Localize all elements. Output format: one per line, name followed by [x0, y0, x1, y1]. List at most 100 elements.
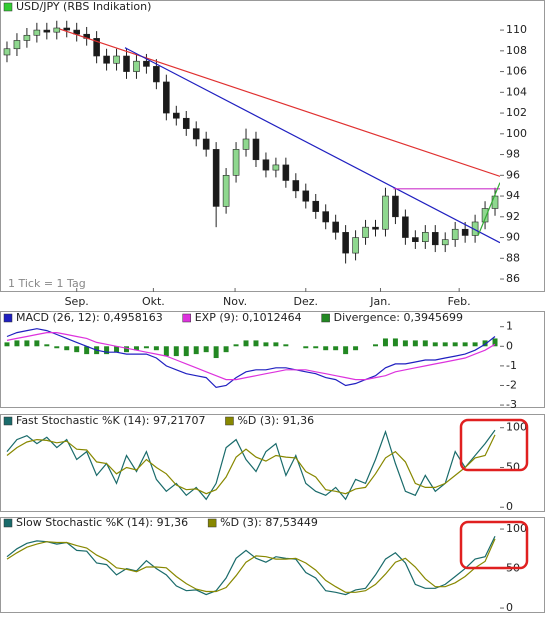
y-tick-label: -2: [506, 378, 517, 391]
y-tick-label: 92: [506, 210, 520, 223]
trend-line: [477, 182, 500, 236]
candle-body: [192, 128, 200, 140]
candle-body: [441, 239, 449, 246]
y-tick-label: 0: [506, 500, 513, 513]
divergence-bar: [24, 340, 30, 347]
candle-body: [382, 195, 389, 230]
legend-swatch: [3, 313, 13, 323]
divergence-bar: [373, 344, 378, 347]
y-tick-label: 100: [506, 421, 527, 434]
x-tick-label: Sep.: [65, 295, 89, 308]
candle-body: [163, 81, 170, 114]
y-tick-label: -3: [506, 398, 517, 411]
candle-body: [123, 55, 130, 72]
divergence-bar: [14, 340, 20, 347]
y-tick-label: 88: [506, 251, 520, 264]
divergence-bar: [84, 346, 90, 355]
divergence-bar: [392, 338, 398, 347]
divergence-bar: [333, 346, 339, 351]
divergence-bar: [44, 344, 50, 347]
y-tick-label: 100: [506, 127, 527, 140]
legend-swatch: [207, 518, 217, 528]
highlight-box: [459, 520, 529, 570]
divergence-bar: [153, 346, 159, 351]
x-tick-label: Jan.: [369, 295, 390, 308]
y-tick-label: 94: [506, 189, 520, 202]
divergence-bar: [203, 346, 209, 353]
legend-label: Divergence: 0,3945699: [334, 311, 463, 324]
y-tick-label: 1: [506, 320, 513, 333]
y-tick-label: 86: [506, 272, 520, 285]
divergence-bar: [243, 340, 249, 347]
price-panel: [0, 0, 545, 292]
divergence-bar: [422, 340, 428, 347]
candle-body: [33, 29, 41, 36]
divergence-bar: [213, 346, 219, 359]
divergence-bar: [382, 338, 388, 347]
divergence-bar: [402, 340, 408, 347]
candle-body: [461, 228, 469, 236]
candle-body: [372, 226, 379, 230]
y-tick-label: 96: [506, 168, 520, 181]
divergence-bar: [223, 346, 229, 353]
candle-body: [103, 55, 110, 64]
candle-body: [133, 60, 140, 72]
highlight-box: [459, 418, 529, 472]
candle-body: [242, 138, 250, 150]
candle-body: [362, 226, 369, 238]
legend-swatch: [182, 313, 191, 323]
candle-body: [302, 190, 310, 202]
y-tick-label: 104: [506, 85, 527, 98]
divergence-bar: [54, 346, 60, 349]
candle-body: [153, 66, 160, 83]
divergence-bar: [34, 340, 40, 347]
divergence-bar: [114, 346, 120, 353]
legend-swatch: [321, 313, 330, 323]
divergence-bar: [492, 338, 498, 347]
legend-label: %D (3): 87,53449: [220, 516, 318, 529]
candle-body: [93, 38, 100, 57]
divergence-bar: [74, 346, 80, 353]
candle-body: [212, 149, 220, 207]
legend-label: %D (3): 91,36: [237, 414, 314, 427]
trend-line: [124, 47, 500, 244]
series-line: [6, 535, 496, 596]
candle-body: [332, 221, 339, 233]
candle-body: [412, 237, 419, 242]
candle-body: [3, 48, 11, 56]
macd-panel: [0, 311, 545, 408]
candle-body: [43, 29, 51, 33]
candle-body: [282, 164, 290, 181]
trend-line: [59, 28, 500, 177]
divergence-bar: [323, 346, 329, 351]
candle-body: [342, 232, 349, 254]
candle-body: [262, 159, 270, 171]
divergence-bar: [343, 346, 349, 355]
y-tick-label: -1: [506, 359, 517, 372]
y-tick-label: 98: [506, 148, 520, 161]
x-tick-label: Nov.: [223, 295, 247, 308]
candle-body: [392, 195, 399, 218]
candle-body: [222, 175, 230, 207]
candle-body: [272, 164, 280, 171]
divergence-bar: [173, 346, 179, 357]
divergence-bar: [452, 342, 458, 347]
candle-body: [63, 27, 71, 31]
y-tick-label: 108: [506, 44, 527, 57]
divergence-bar: [193, 346, 199, 355]
y-tick-label: 0: [506, 601, 513, 614]
candle-body: [451, 228, 459, 240]
annotation: 1 Tick = 1 Tag: [8, 277, 86, 290]
candle-body: [322, 211, 329, 223]
divergence-bar: [64, 346, 70, 351]
divergence-bar: [143, 346, 149, 349]
legend-label: Slow Stochastic %K (14): 91,36: [16, 516, 188, 529]
y-tick-label: 110: [506, 23, 527, 36]
divergence-bar: [4, 342, 10, 347]
series-line: [6, 328, 496, 389]
candle-body: [232, 149, 240, 176]
candle-body: [481, 208, 489, 223]
candle-body: [431, 232, 439, 246]
